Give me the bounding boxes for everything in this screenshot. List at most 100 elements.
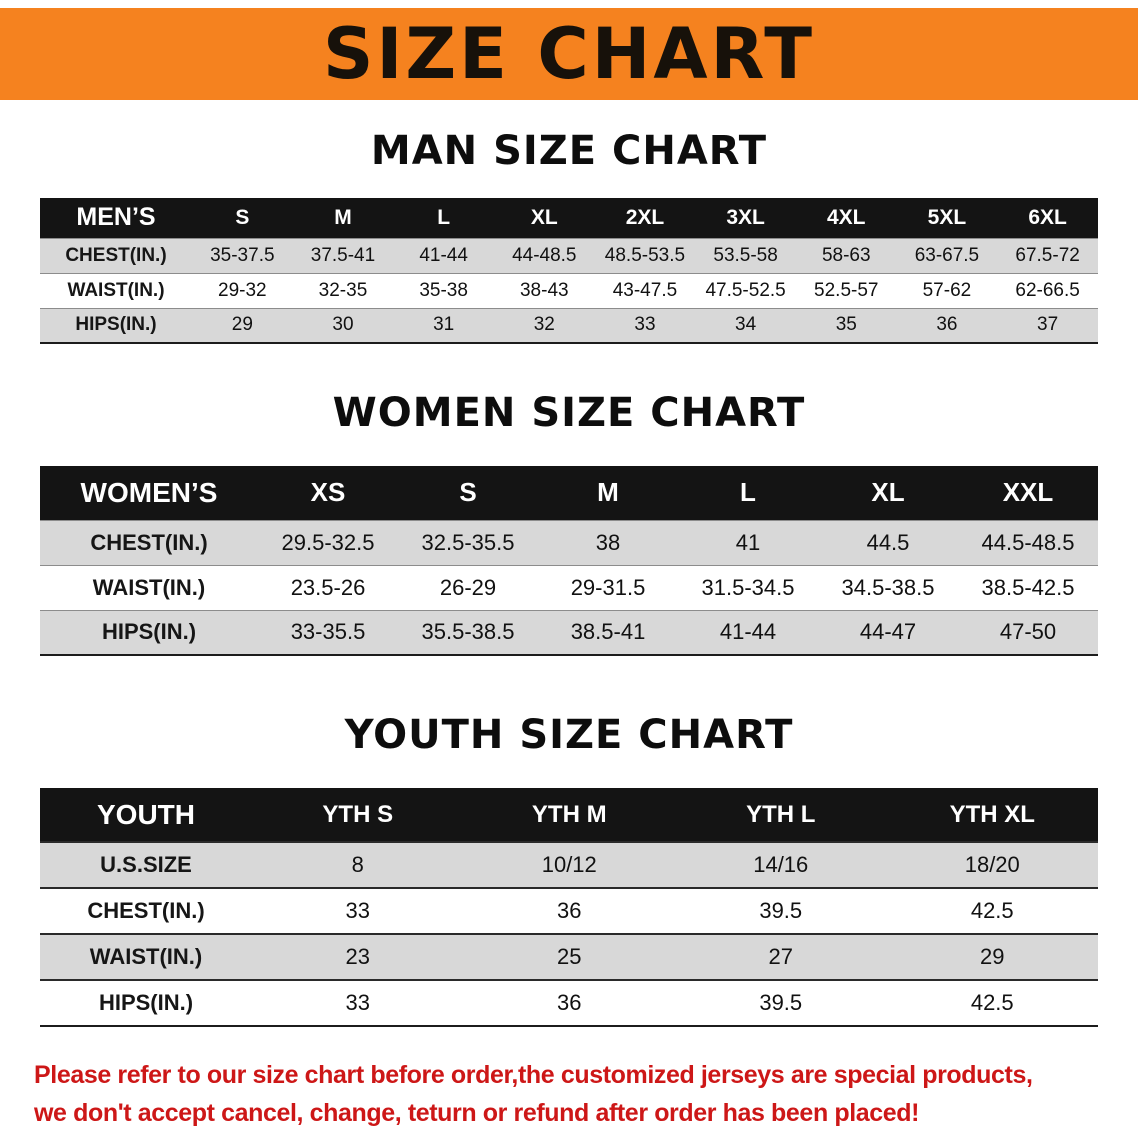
size-value-cell: 37 [1037, 314, 1059, 336]
size-column-header: M [597, 477, 619, 508]
size-value-cell: 32.5-35.5 [421, 529, 515, 555]
size-value-cell: 14/16 [753, 852, 809, 877]
size-column-header: YTH S [322, 800, 394, 828]
table-row: WAIST(IN.) 23 25 27 29 [40, 934, 1098, 980]
size-value-cell: 30 [332, 314, 354, 336]
size-value-cell: 38 [595, 529, 621, 555]
size-value-cell: 35 [835, 314, 857, 336]
size-value-cell: 26-29 [439, 574, 497, 600]
size-value-cell: 44.5-48.5 [981, 529, 1075, 555]
size-value-cell: 43-47.5 [612, 279, 678, 301]
size-column-header: XL [871, 477, 905, 508]
row-label-cell: HIPS(IN.) [98, 990, 194, 1015]
size-value-cell: 38.5-42.5 [981, 574, 1075, 600]
women-section-heading: WOMEN SIZE CHART [332, 390, 806, 436]
size-value-cell: 41-44 [419, 244, 468, 266]
size-value-cell: 44-48.5 [512, 244, 577, 266]
size-value-cell: 23.5-26 [290, 574, 366, 600]
size-value-cell: 32-35 [318, 279, 368, 301]
size-value-cell: 67.5-72 [1015, 244, 1080, 266]
table-row: HIPS(IN.) 29 30 31 32 33 34 35 36 37 [40, 308, 1098, 343]
mens-size-table: MEN’S S M L XL 2XL 3XL 4XL 5XL 6XL CHEST(IN.) 35-37… [40, 198, 1098, 344]
size-value-cell: 33 [345, 990, 370, 1015]
size-value-cell: 44-47 [859, 619, 917, 645]
size-value-cell: 33 [634, 314, 656, 336]
youth-size-table: YOUTH YTH S YTH M YTH L YTH XL U.S.SIZE 8 10/12… [40, 788, 1098, 1027]
size-value-cell: 42.5 [970, 898, 1014, 923]
size-value-cell: 34 [735, 314, 757, 336]
size-value-cell: 25 [557, 944, 582, 969]
size-value-cell: 36 [557, 898, 582, 923]
table-header-row: YOUTH YTH S YTH M YTH L YTH XL [40, 788, 1098, 842]
men-section-heading: MAN SIZE CHART [370, 128, 768, 174]
size-value-cell: 47.5-52.5 [705, 279, 786, 301]
size-value-cell: 29-32 [218, 279, 267, 301]
size-value-cell: 35.5-38.5 [421, 619, 515, 645]
size-value-cell: 42.5 [970, 990, 1014, 1015]
table-row: U.S.SIZE 8 10/12 14/16 18/20 [40, 842, 1098, 888]
size-column-header: S [235, 205, 250, 229]
order-notice: Please refer to our size chart before or… [0, 1057, 1138, 1132]
size-value-cell: 33-35.5 [290, 619, 366, 645]
size-chart-banner: SIZE CHART [0, 8, 1138, 100]
men-section: MAN SIZE CHART MEN’S S M L XL 2XL 3XL 4XL 5XL 6XL… [0, 128, 1138, 344]
table-title-cell: WOMEN’S [80, 476, 218, 508]
table-row: HIPS(IN.) 33 36 39.5 42.5 [40, 980, 1098, 1026]
size-value-cell: 52.5-57 [814, 279, 879, 301]
size-value-cell: 18/20 [964, 852, 1020, 877]
size-value-cell: 29 [980, 944, 1005, 969]
row-label-cell: WAIST(IN.) [89, 944, 203, 969]
size-column-header: YTH XL [949, 800, 1035, 828]
womens-size-table: WOMEN’S XS S M L XL XXL CHEST(IN.) 29.5-32.5 32.5… [40, 466, 1098, 656]
notice-line-2: we don't accept cancel, change, teturn o… [34, 1098, 920, 1127]
size-column-header: L [740, 477, 756, 508]
size-value-cell: 62-66.5 [1015, 279, 1080, 301]
size-column-header: XXL [1002, 477, 1054, 508]
size-value-cell: 32 [533, 314, 555, 336]
size-column-header: 5XL [927, 205, 967, 229]
size-value-cell: 53.5-58 [713, 244, 778, 266]
size-value-cell: 41 [735, 529, 761, 555]
table-row: HIPS(IN.) 33-35.5 35.5-38.5 38.5-41 41-44 44-… [40, 610, 1098, 655]
size-value-cell: 36 [557, 990, 582, 1015]
size-value-cell: 33 [345, 898, 370, 923]
size-column-header: 6XL [1028, 205, 1067, 229]
notice-line-1: Please refer to our size chart before or… [34, 1061, 1033, 1089]
table-row: WAIST(IN.) 29-32 32-35 35-38 38-43 43-47.5 47.… [40, 273, 1098, 308]
table-row: CHEST(IN.) 29.5-32.5 32.5-35.5 38 41 44.5 44.5… [40, 520, 1098, 565]
size-column-header: YTH L [746, 800, 816, 828]
size-column-header: M [334, 205, 352, 229]
size-value-cell: 39.5 [759, 990, 803, 1015]
size-value-cell: 8 [351, 852, 364, 877]
size-value-cell: 29 [231, 314, 253, 336]
row-label-cell: CHEST(IN.) [90, 529, 208, 555]
row-label-cell: WAIST(IN.) [92, 574, 206, 600]
table-row: WAIST(IN.) 23.5-26 26-29 29-31.5 31.5-34.5 34… [40, 565, 1098, 610]
table-title-cell: YOUTH [97, 798, 195, 830]
size-value-cell: 47-50 [999, 619, 1057, 645]
size-column-header: S [459, 477, 477, 508]
youth-section-heading: YOUTH SIZE CHART [344, 712, 794, 758]
size-value-cell: 31.5-34.5 [701, 574, 795, 600]
row-label-cell: CHEST(IN.) [87, 898, 205, 923]
size-column-header: 2XL [625, 205, 665, 229]
size-column-header: XS [310, 477, 346, 508]
size-value-cell: 31 [433, 314, 455, 336]
row-label-cell: CHEST(IN.) [65, 244, 167, 266]
size-value-cell: 23 [345, 944, 370, 969]
table-row: CHEST(IN.) 35-37.5 37.5-41 41-44 44-48.5 48.5… [40, 238, 1098, 273]
page-title: SIZE CHART [322, 13, 816, 95]
size-value-cell: 35-37.5 [210, 244, 275, 266]
youth-section: YOUTH SIZE CHART YOUTH YTH S YTH M YTH L YTH… [0, 712, 1138, 1027]
size-column-header: 4XL [827, 205, 866, 229]
size-value-cell: 57-62 [922, 279, 972, 301]
size-value-cell: 63-67.5 [914, 244, 980, 266]
size-value-cell: 44.5 [866, 529, 910, 555]
size-value-cell: 36 [936, 314, 958, 336]
size-value-cell: 29.5-32.5 [281, 529, 375, 555]
size-value-cell: 58-63 [821, 244, 871, 266]
row-label-cell: HIPS(IN.) [101, 619, 197, 645]
table-title-cell: MEN’S [76, 203, 156, 232]
table-header-row: MEN’S S M L XL 2XL 3XL 4XL 5XL 6XL [40, 198, 1098, 238]
